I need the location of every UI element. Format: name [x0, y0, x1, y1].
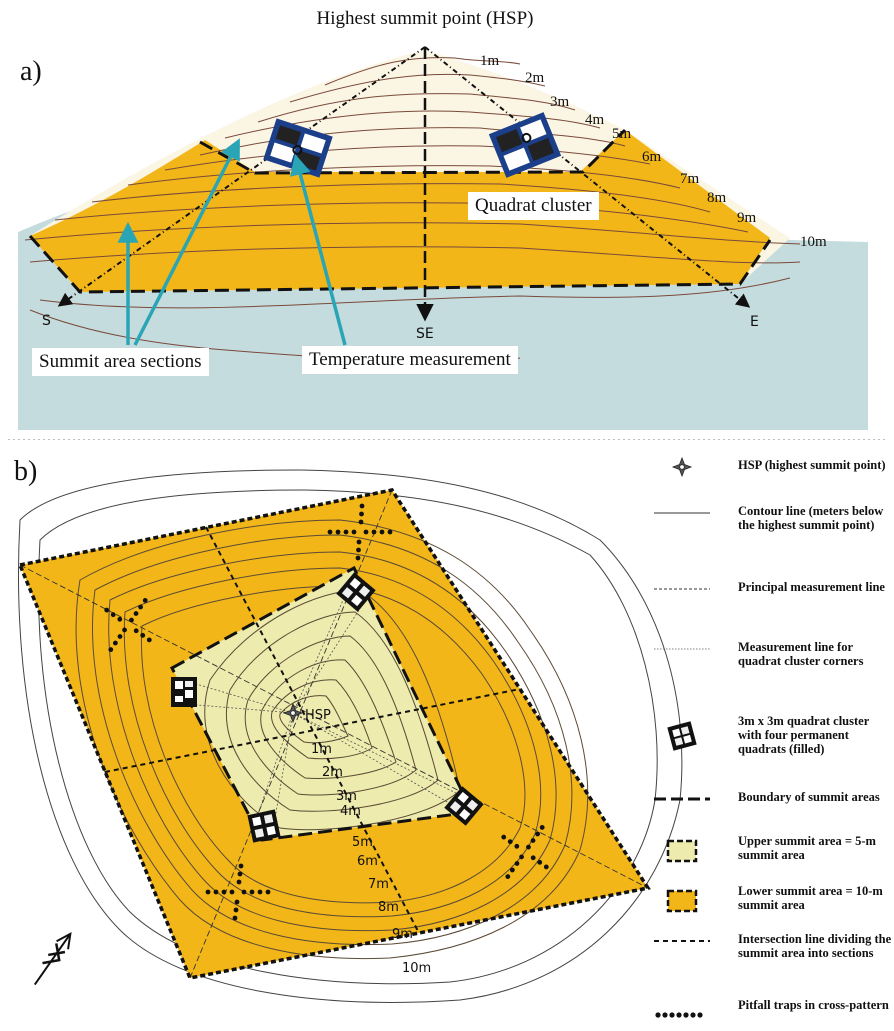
temperature-label: Temperature measurement — [302, 346, 518, 374]
legend-pitfall-icon — [655, 1012, 703, 1018]
b-contour-10m: 10m — [402, 961, 431, 976]
contour-1m: 1m — [480, 53, 500, 69]
intersection-lines — [104, 526, 521, 934]
legend-text: HSP (highest summit point) — [738, 458, 886, 472]
legend-text: Measurement line for quadrat cluster cor… — [738, 640, 864, 668]
b-contour-5m: 5m — [352, 835, 373, 850]
quadrat-cluster-nw — [171, 677, 197, 707]
north-arrow-icon — [33, 931, 72, 986]
legend-text: Pitfall traps in cross-pattern — [738, 998, 889, 1012]
b-contour-9m: 9m — [392, 927, 413, 942]
quadrat-cluster-ne — [336, 572, 376, 612]
quadrat-cluster-se — [444, 786, 484, 826]
contour-5m: 5m — [612, 126, 632, 142]
legend-boundary-icon — [654, 797, 710, 801]
legend-text: Principal measurement line — [738, 580, 885, 594]
quadrat-cluster-label: Quadrat cluster — [468, 192, 599, 220]
legend-hsp-icon — [671, 456, 693, 478]
legend-lower-area-icon — [666, 889, 698, 913]
legend-text: Boundary of summit areas — [738, 790, 880, 804]
direction-s: S — [42, 313, 51, 329]
panel-b-letter: b) — [14, 456, 37, 487]
legend-text: Upper summit area = 5-m summit area — [738, 834, 876, 862]
quadrat-cluster-right — [488, 112, 562, 178]
panel-a-diagram: a) Highest summit point (HSP) 1m 2m 3m 4… — [8, 8, 886, 440]
summit-sections-label: Summit area sections — [32, 348, 209, 376]
direction-se: SE — [416, 326, 434, 342]
contour-2m: 2m — [525, 70, 545, 86]
contour-10m: 10m — [800, 234, 827, 250]
outer-contours — [17, 469, 683, 1003]
legend-intersection-icon — [654, 940, 710, 942]
direction-e: E — [750, 314, 759, 330]
legend-quadrat-icon — [667, 721, 697, 751]
contour-6m: 6m — [642, 149, 662, 165]
lower-summit-area — [30, 130, 770, 292]
measurement-lines — [57, 46, 751, 322]
legend-text: Intersection line dividing the summit ar… — [738, 932, 892, 960]
contour-8m: 8m — [707, 190, 727, 206]
teal-arrows — [117, 138, 347, 346]
contour-9m: 9m — [737, 210, 757, 226]
contour-4m: 4m — [585, 112, 605, 128]
legend-contour-line-icon — [654, 512, 710, 514]
b-contour-3m: 3m — [336, 789, 357, 804]
contour-3m: 3m — [550, 94, 570, 110]
contour-7m: 7m — [680, 171, 700, 187]
hsp-label: HSP — [305, 708, 331, 723]
legend-text: 3m x 3m quadrat cluster with four perman… — [738, 714, 870, 756]
quadrat-cluster-sw — [247, 809, 281, 843]
hsp-star-icon — [282, 702, 304, 724]
b-contour-6m: 6m — [357, 854, 378, 869]
legend-text: Contour line (meters below the highest s… — [738, 504, 884, 532]
pitfall-traps — [104, 503, 549, 921]
b-contour-4m: 4m — [340, 804, 361, 819]
upper-summit-polygon — [172, 568, 472, 840]
legend-principal-line-icon — [654, 588, 710, 590]
legend-corner-line-icon — [654, 648, 710, 650]
legend-text: Lower summit area = 10-m summit area — [738, 884, 883, 912]
b-contour-1m: 1m — [311, 742, 332, 757]
legend-upper-area-icon — [666, 839, 698, 863]
hsp-title: Highest summit point (HSP) — [317, 8, 534, 29]
panel-a-letter: a) — [20, 56, 42, 87]
b-contour-7m: 7m — [368, 877, 389, 892]
b-contour-2m: 2m — [322, 765, 343, 780]
corner-measurement-lines — [182, 579, 471, 837]
lower-area-boundary — [17, 488, 651, 980]
b-contour-8m: 8m — [378, 900, 399, 915]
